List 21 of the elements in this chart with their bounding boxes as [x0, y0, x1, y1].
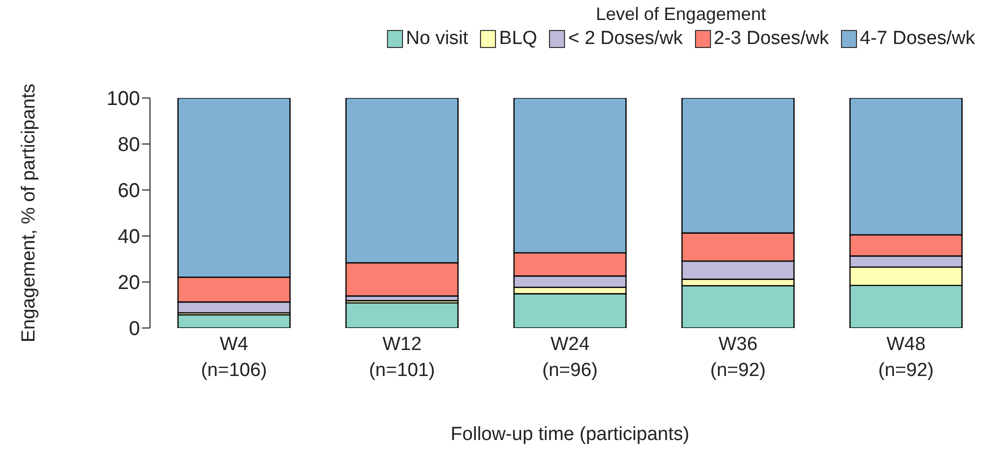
bar: [177, 314, 291, 328]
text: 4-7 Doses/wk: [860, 28, 975, 50]
x-tick-label: W4 (n=106): [200, 334, 268, 381]
y-tick-label: 100: [106, 88, 140, 110]
legend-label: No visit: [406, 28, 468, 50]
x-axis-title: Follow-up time (participants): [450, 424, 690, 445]
legend-label: BLQ: [499, 28, 538, 50]
legend-label: 2-3 Doses/wk: [714, 28, 829, 50]
legend-title: Level of Engagement: [596, 4, 766, 25]
x-tick-label: W36 (n=92): [710, 334, 766, 381]
y-tick-label: 20: [118, 272, 140, 294]
x-tick-label: W24 (n=96): [542, 334, 598, 381]
x-tick-label: W48 (n=92): [878, 334, 934, 381]
bar: [345, 302, 459, 328]
y-tick-label: 80: [118, 134, 140, 156]
y-tick-label: 60: [118, 180, 140, 202]
y-tick-label: 0: [128, 318, 140, 340]
y-axis-title: Engagement, % of participants: [18, 84, 40, 342]
y-tick-label: 40: [118, 226, 140, 248]
legend-label: < 2 Doses/wk: [568, 28, 683, 50]
x-tick-label: W12 (n=101): [368, 334, 436, 381]
